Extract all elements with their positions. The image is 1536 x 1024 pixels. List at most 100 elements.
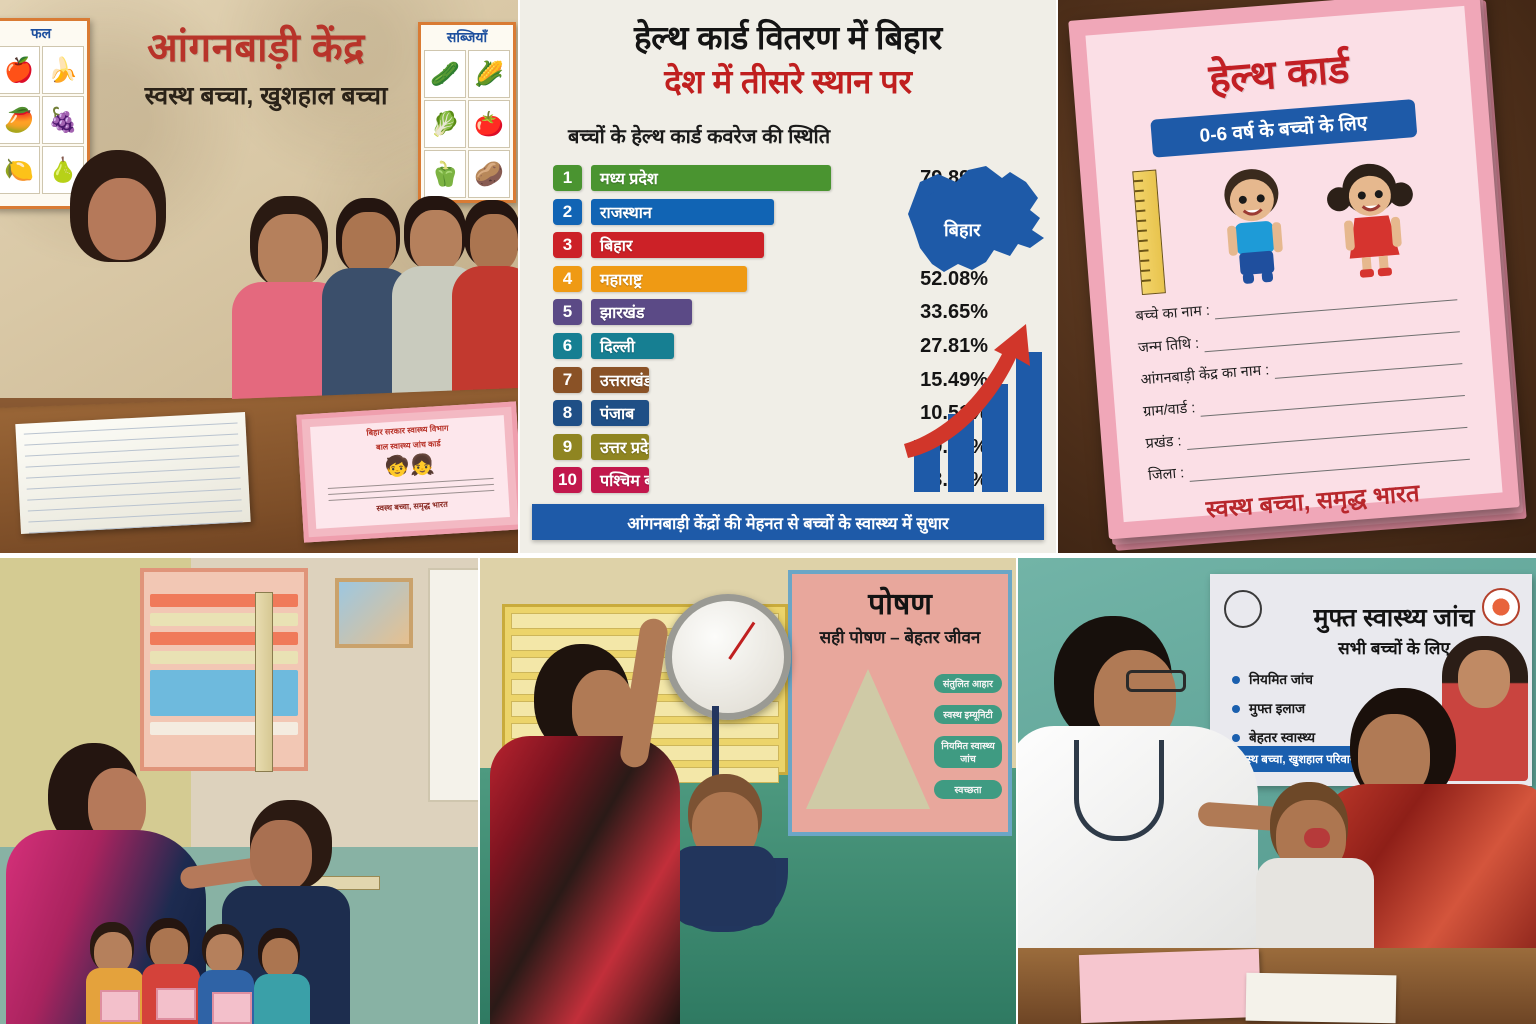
infographic-subtitle: बच्चों के हेल्थ कार्ड कवरेज की स्थिति: [568, 126, 831, 148]
rank-badge: 5: [553, 299, 582, 326]
fruit-cell: 🥭: [0, 96, 40, 144]
banner-bullet-item: नियमित जांच: [1232, 670, 1328, 688]
vegetable-cell: 🫑: [424, 150, 466, 198]
bullet-text: बेहतर स्वास्थ्य: [1249, 730, 1316, 745]
child-face: [258, 214, 322, 290]
fruit-grid: 🍎 🍌 🥭 🍇 🍋 🍐: [0, 43, 87, 197]
rank-badge: 2: [553, 198, 582, 225]
state-bar: पंजाब: [591, 400, 649, 427]
field-blank-line: [1273, 351, 1463, 379]
fruit-cell: 🍋: [0, 146, 40, 194]
child-holding-health-card: [156, 988, 196, 1020]
child-face: [470, 214, 518, 272]
bihar-health-card-infographic: हेल्थ कार्ड वितरण में बिहार देश में तीसर…: [520, 0, 1056, 553]
food-pyramid-icon: [806, 669, 930, 809]
field-label: बच्चे का नाम :: [1135, 302, 1211, 325]
child-face: [150, 928, 188, 970]
state-bar: पश्चिम बंगाल: [591, 467, 649, 494]
child-weighing-photo: पोषण सही पोषण – बेहतर जीवन संतुलित आहार …: [480, 558, 1016, 1024]
state-name-label: उत्तराखंड: [600, 372, 649, 390]
child-holding-health-card: [100, 990, 140, 1022]
health-card-booklet-photo: हेल्थ कार्ड 0-6 वर्ष के बच्चों के लिए: [1058, 0, 1536, 553]
worker-body: [490, 736, 680, 1024]
percentage-value: 33.65%: [920, 301, 988, 324]
vegetable-chart-poster: सब्जियाँ 🥒 🌽 🥬 🍅 🫑 🥔: [418, 22, 516, 203]
infographic-title-line1: हेल्थ कार्ड वितरण में बिहार: [634, 19, 942, 56]
wall-picture-frame: [335, 578, 413, 648]
nutrition-poster-title: पोषण: [868, 588, 932, 621]
rank-badge: 8: [553, 400, 582, 427]
state-bar: महाराष्ट्र: [591, 265, 748, 292]
vegetable-cell: 🥬: [424, 100, 466, 148]
seated-children-group: [86, 904, 320, 1024]
state-rank-row: 8 पंजाब: [553, 398, 893, 428]
state-bar: बिहार: [591, 232, 765, 259]
child-holding-health-card: [212, 992, 252, 1024]
banner-subtitle: सभी बच्चों के लिए: [1338, 639, 1450, 658]
vegetable-cell: 🌽: [468, 50, 510, 98]
doctor-checkup-photo: मुफ्त स्वास्थ्य जांच सभी बच्चों के लिए न…: [1018, 558, 1536, 1024]
pink-health-card-on-clinic-desk: [1078, 948, 1262, 1024]
growth-bars-and-arrow-svg: [904, 324, 1042, 492]
field-label: प्रखंड :: [1145, 433, 1183, 453]
health-card-form-fields: बच्चे का नाम : जन्म तिथि : आंगनबाड़ी कें…: [1135, 280, 1470, 485]
vegetable-chart-heading: सब्जियाँ: [446, 29, 488, 45]
height-measurement-photo: [0, 558, 478, 1024]
child-face: [262, 938, 298, 978]
bihar-map-svg: [908, 166, 1044, 272]
field-label: जन्म तिथि :: [1137, 335, 1200, 357]
state-name-label: बिहार: [600, 238, 633, 256]
state-name-label: पंजाब: [600, 406, 635, 424]
anganwadi-wall-subtitle: स्वस्थ बच्चा, खुशहाल बच्चा: [144, 82, 388, 110]
banner-bullet-item: मुफ्त इलाज: [1232, 699, 1328, 717]
bullet-text: मुफ्त इलाज: [1249, 701, 1306, 716]
baby-body: [672, 846, 776, 926]
stethoscope-icon: [1074, 740, 1164, 841]
vegetable-cell: 🍅: [468, 100, 510, 148]
banner-girl-face: [1458, 650, 1510, 708]
fruit-chart-heading: फल: [30, 25, 52, 41]
state-bar: राजस्थान: [591, 198, 775, 225]
child-body: [254, 974, 310, 1024]
state-bar: झारखंड: [591, 299, 692, 326]
measured-child-face: [250, 820, 312, 892]
booklet-stack: हेल्थ कार्ड 0-6 वर्ष के बच्चों के लिए: [1068, 0, 1527, 551]
banner-title: मुफ्त स्वास्थ्य जांच: [1313, 604, 1475, 632]
rank-badge: 1: [553, 165, 582, 191]
nutrition-tag: स्वस्थ इम्यूनिटी: [934, 705, 1002, 724]
infographic-footer-banner: आंगनबाड़ी केंद्रों की मेहनत से बच्चों के…: [532, 504, 1044, 540]
fruit-cell: 🍐: [42, 146, 84, 194]
anganwadi-wall-title: आंगनबाड़ी केंद्र: [147, 26, 365, 70]
rank-badge: 4: [553, 265, 582, 292]
map-and-growth-graphic: बिहार: [898, 152, 1050, 500]
child-face: [94, 932, 132, 974]
rank-badge: 3: [553, 232, 582, 259]
state-rank-row: 9 उत्तर प्रदेश: [553, 432, 893, 462]
state-name-label: उत्तर प्रदेश: [600, 439, 649, 457]
state-bar: उत्तराखंड: [591, 366, 649, 393]
health-card-inner: बिहार सरकार स्वास्थ्य विभाग बाल स्वास्थ्…: [310, 415, 510, 529]
state-bar: मध्य प्रदेश: [591, 165, 831, 191]
clinic-register: [1245, 972, 1397, 1024]
booklet-cover: हेल्थ कार्ड 0-6 वर्ष के बच्चों के लिए: [1068, 0, 1520, 540]
state-bar: उत्तर प्रदेश: [591, 433, 649, 460]
state-rank-row: 5 झारखंड: [553, 297, 893, 327]
doctor-glasses-icon: [1126, 670, 1186, 692]
percentage-value: 15.49%: [920, 368, 988, 391]
nutrition-poster: पोषण सही पोषण – बेहतर जीवन संतुलित आहार …: [788, 570, 1012, 836]
state-rank-row: 6 दिल्ली: [553, 331, 893, 361]
bullet-text: नियमित जांच: [1249, 672, 1313, 687]
map-label: बिहार: [944, 220, 981, 240]
state-rank-row: 4 महाराष्ट्र: [553, 264, 893, 294]
hanging-weighing-scale-dial: [665, 594, 791, 720]
state-rank-row: 10 पश्चिम बंगाल: [553, 465, 893, 495]
state-name-label: पश्चिम बंगाल: [600, 473, 649, 491]
rank-badge: 6: [553, 332, 582, 359]
state-rank-row: 1 मध्य प्रदेश: [553, 163, 893, 193]
girl-illustration: [1327, 163, 1413, 278]
banner-bullet-item: बेहतर स्वास्थ्य: [1232, 728, 1328, 746]
bullet-dot-icon: [1232, 705, 1240, 714]
growth-chart-poster: [140, 568, 308, 771]
height-ruler-icon: [1132, 169, 1166, 296]
